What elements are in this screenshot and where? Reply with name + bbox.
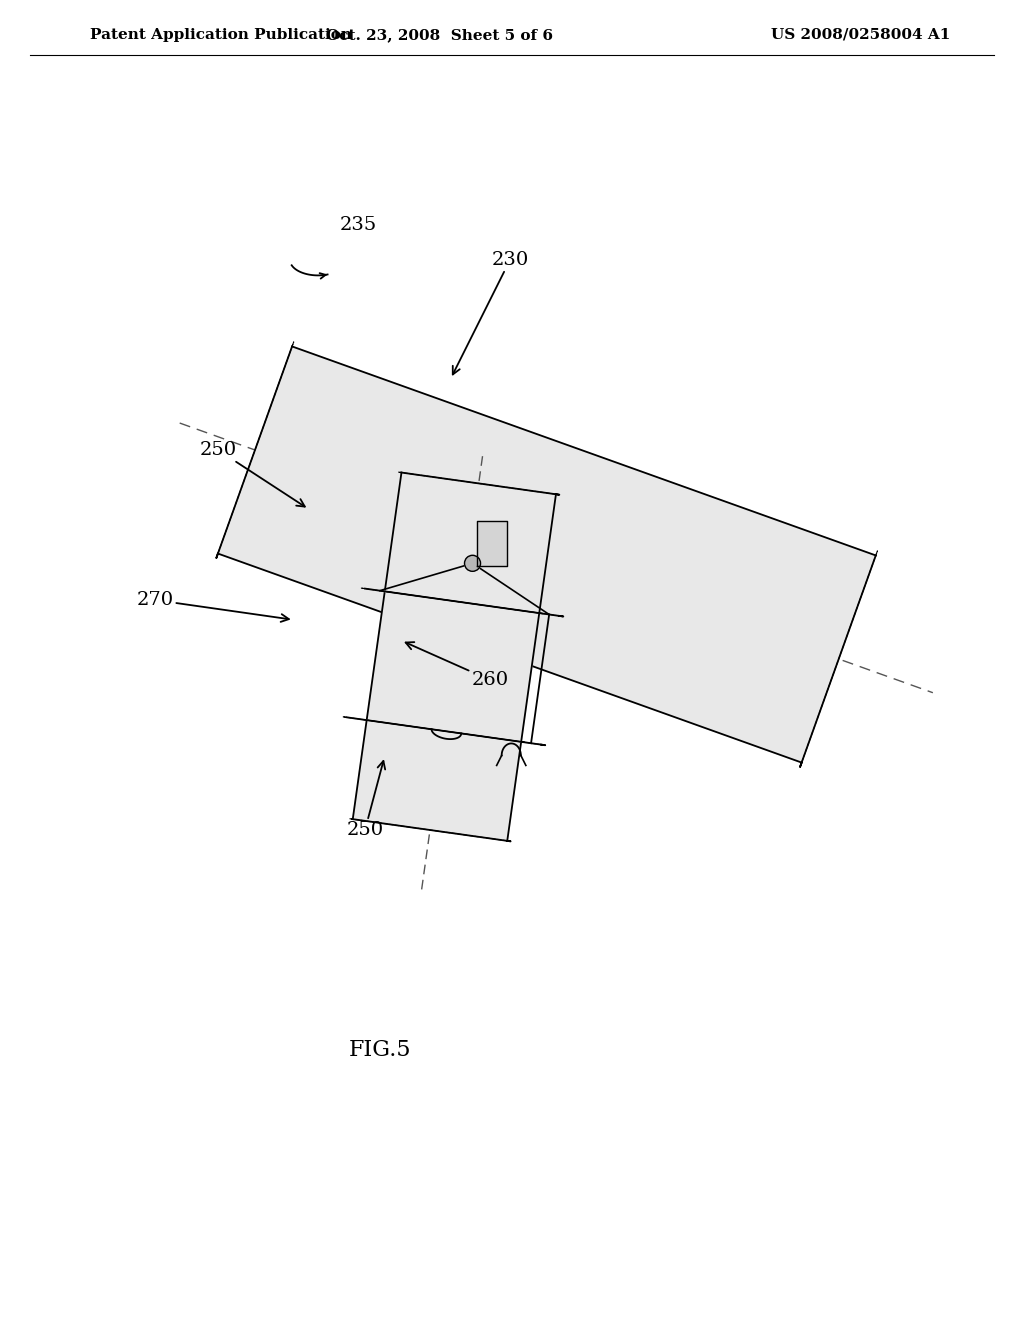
Polygon shape xyxy=(477,521,507,566)
Polygon shape xyxy=(364,719,524,742)
Text: 250: 250 xyxy=(200,441,305,507)
Text: US 2008/0258004 A1: US 2008/0258004 A1 xyxy=(771,28,950,42)
Polygon shape xyxy=(352,473,559,841)
Polygon shape xyxy=(381,591,543,614)
Text: 250: 250 xyxy=(346,760,385,840)
Text: 230: 230 xyxy=(453,251,528,375)
Polygon shape xyxy=(343,717,545,746)
Text: 270: 270 xyxy=(136,591,289,622)
Text: 260: 260 xyxy=(406,642,509,689)
Circle shape xyxy=(465,556,480,572)
Text: FIG.5: FIG.5 xyxy=(349,1039,412,1061)
Text: 235: 235 xyxy=(340,216,377,234)
Polygon shape xyxy=(216,346,876,767)
Polygon shape xyxy=(360,587,563,616)
Text: Patent Application Publication: Patent Application Publication xyxy=(90,28,352,42)
Text: Oct. 23, 2008  Sheet 5 of 6: Oct. 23, 2008 Sheet 5 of 6 xyxy=(327,28,554,42)
